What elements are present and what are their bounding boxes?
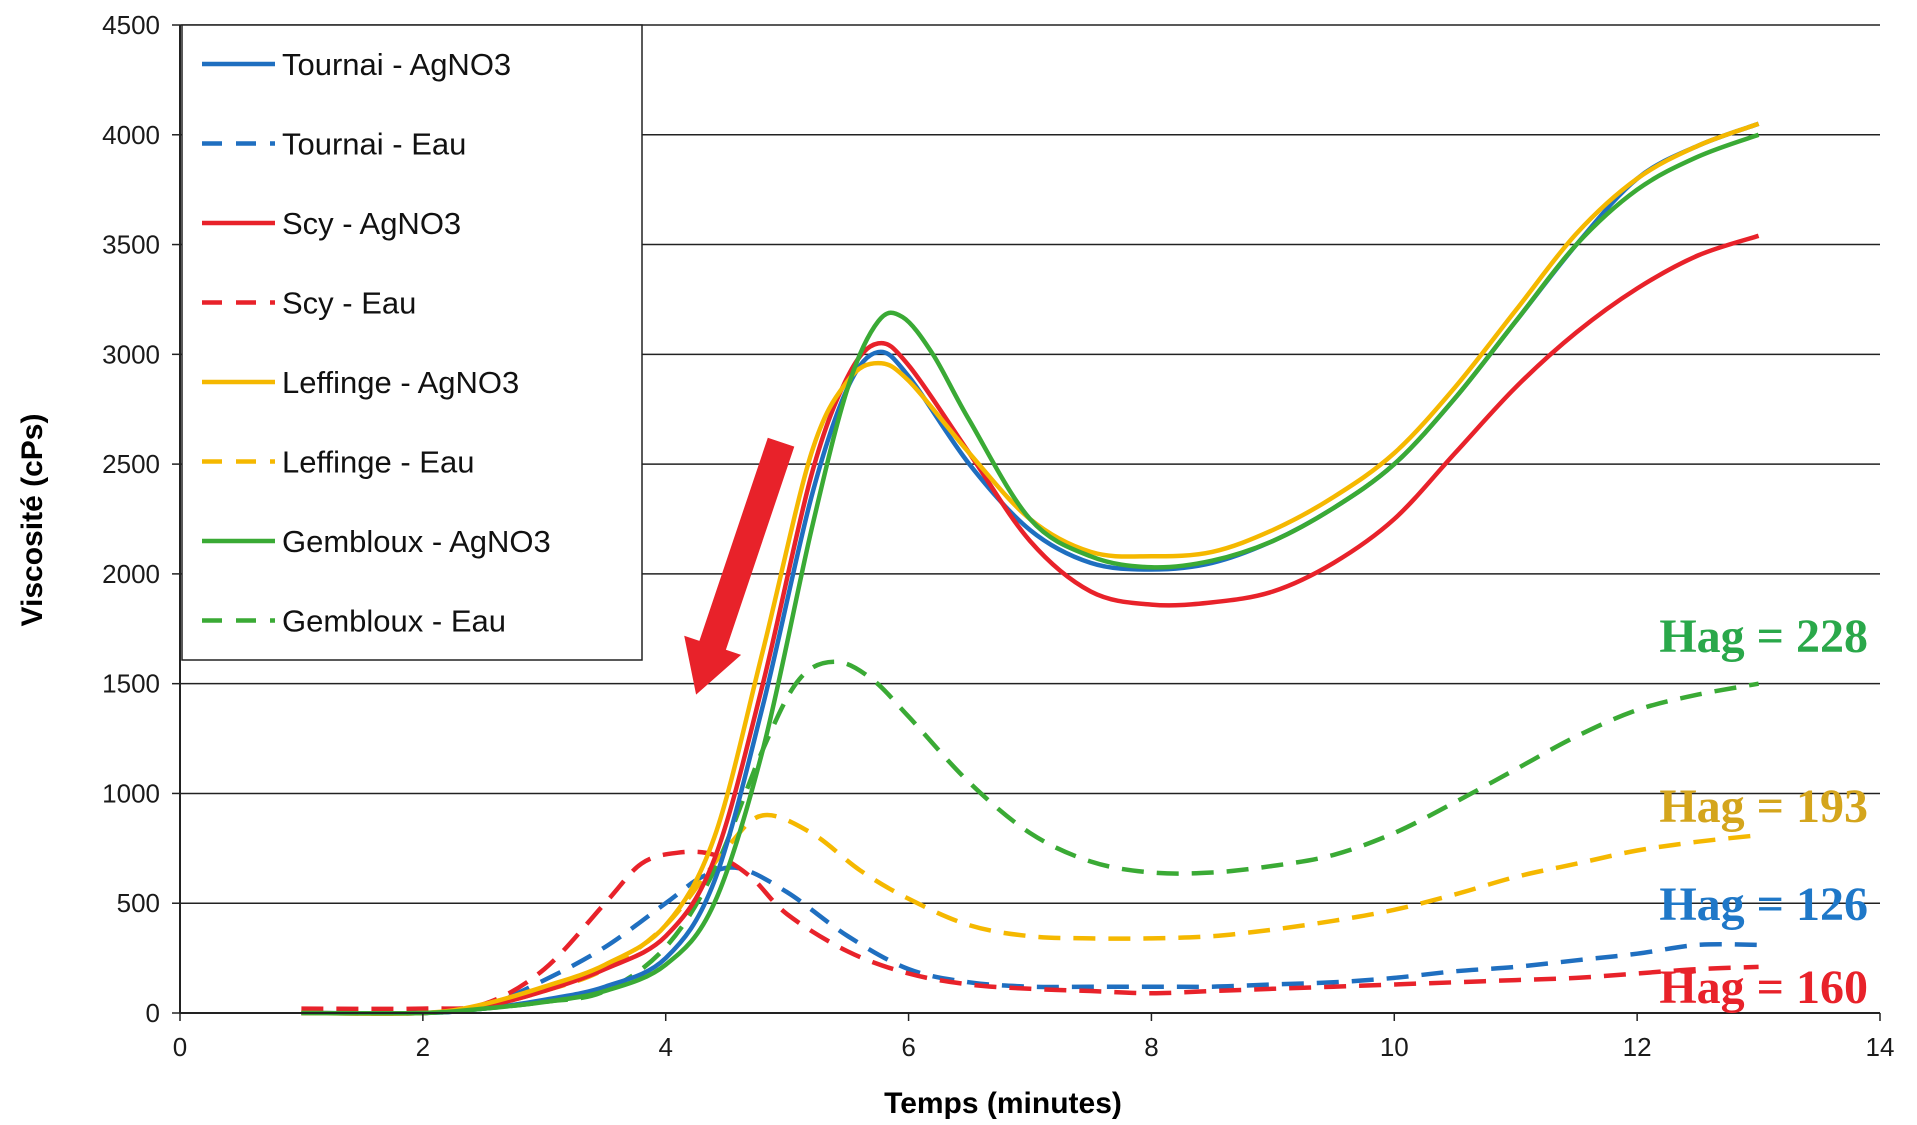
legend-box: [181, 24, 643, 661]
x-tick-label: 2: [416, 1032, 430, 1062]
x-tick-label: 14: [1866, 1032, 1895, 1062]
y-tick-label: 2000: [102, 559, 160, 589]
legend-label: Leffinge - Eau: [282, 445, 474, 480]
y-tick-label: 1500: [102, 669, 160, 699]
x-axis-title: Temps (minutes): [884, 1087, 1122, 1120]
hag-annotation: Hag = 228: [1659, 610, 1868, 663]
red-arrow-icon: [684, 437, 795, 695]
hag-annotation: Hag = 126: [1659, 878, 1868, 931]
legend-label: Gembloux - AgNO3: [282, 524, 551, 559]
legend-label: Tournai - Eau: [282, 127, 466, 162]
legend-label: Gembloux - Eau: [282, 604, 506, 639]
y-axis-title: Viscosité (cPs): [16, 414, 49, 627]
tick-labels: 0 500 1000 1500 2000 2500 3000 3500 4000 4500 0 2 4 6…: [102, 10, 1894, 1062]
x-tick-label: 4: [658, 1032, 672, 1062]
x-tick-label: 8: [1144, 1032, 1158, 1062]
y-tick-label: 2500: [102, 449, 160, 479]
series-layer: [301, 121, 1760, 1016]
y-tick-label: 4500: [102, 10, 160, 40]
hag-annotation: Hag = 193: [1659, 780, 1868, 833]
annotations: Hag = 228 Hag = 193 Hag = 126 Hag = 160: [1659, 610, 1868, 1014]
x-tick-label: 10: [1380, 1032, 1409, 1062]
y-tick-label: 500: [117, 888, 160, 918]
x-tick-label: 12: [1623, 1032, 1652, 1062]
series-line-gembloux-agno3: [301, 132, 1760, 1016]
series-line-scy-eau: [301, 849, 1759, 1012]
y-tick-label: 4000: [102, 120, 160, 150]
series-line-gembloux-eau: [301, 659, 1759, 1016]
y-tick-label: 3000: [102, 339, 160, 369]
series-line-tournai-eau: [301, 865, 1759, 1016]
x-tick-label: 6: [901, 1032, 915, 1062]
series-line-leffinge-agno3: [301, 121, 1760, 1016]
legend: Tournai - AgNO3 Tournai - Eau Scy - AgNO3 S…: [181, 24, 643, 661]
y-tick-label: 3500: [102, 230, 160, 260]
legend-label: Tournai - AgNO3: [282, 47, 511, 82]
hag-annotation: Hag = 160: [1659, 961, 1868, 1014]
x-tick-label: 0: [173, 1032, 187, 1062]
axes: [179, 25, 1880, 1014]
legend-label: Scy - AgNO3: [282, 206, 461, 241]
legend-label: Scy - Eau: [282, 286, 416, 321]
y-tick-label: 1000: [102, 778, 160, 808]
y-tick-label: 0: [146, 998, 160, 1028]
legend-label: Leffinge - AgNO3: [282, 365, 519, 400]
series-line-leffinge-eau: [301, 812, 1759, 1016]
arrow-layer: [684, 437, 795, 695]
